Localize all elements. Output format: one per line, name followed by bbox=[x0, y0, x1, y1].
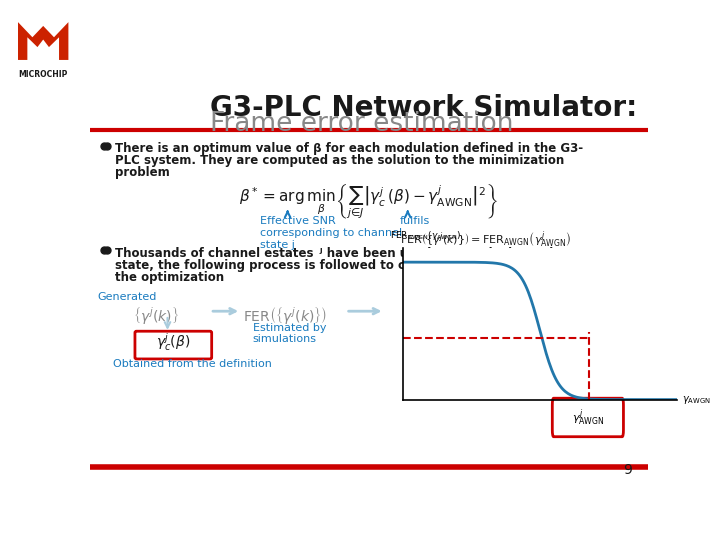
Polygon shape bbox=[18, 22, 68, 60]
Text: G3-PLC Network Simulator:: G3-PLC Network Simulator: bbox=[210, 94, 637, 122]
Text: fulfils: fulfils bbox=[400, 217, 431, 226]
Text: Frame error estimation: Frame error estimation bbox=[210, 111, 513, 137]
Text: Estimated by
simulations: Estimated by simulations bbox=[253, 323, 326, 345]
Text: $\mathrm{FER}_{\mathrm{AWGN}}(\gamma_{\mathrm{AWGN}})$: $\mathrm{FER}_{\mathrm{AWGN}}(\gamma_{\m… bbox=[390, 228, 461, 241]
FancyBboxPatch shape bbox=[552, 398, 624, 437]
Text: $\gamma_{\mathrm{AWGN}}$: $\gamma_{\mathrm{AWGN}}$ bbox=[683, 394, 711, 406]
Text: MICROCHIP: MICROCHIP bbox=[19, 70, 68, 79]
Text: $\mathrm{FER}\left(\left\{\gamma^j(k)\right\}\right)$: $\mathrm{FER}\left(\left\{\gamma^j(k)\ri… bbox=[243, 305, 328, 326]
Text: problem: problem bbox=[114, 166, 169, 179]
Text: Obtained from the definition: Obtained from the definition bbox=[113, 359, 272, 369]
Text: the optimization: the optimization bbox=[114, 271, 224, 284]
Text: Thousands of channel estates  ᴶ have been used. For each channel: Thousands of channel estates ᴶ have been… bbox=[114, 247, 553, 260]
Text: $\gamma_c^j(\beta)$: $\gamma_c^j(\beta)$ bbox=[156, 331, 190, 353]
FancyBboxPatch shape bbox=[135, 331, 212, 359]
Text: Estimated by
simulations: Estimated by simulations bbox=[547, 288, 621, 310]
Text: Generated: Generated bbox=[98, 292, 157, 302]
Text: Effective SNR
corresponding to channel
state j: Effective SNR corresponding to channel s… bbox=[261, 217, 402, 249]
Text: state, the following process is followed to compute the values used in: state, the following process is followed… bbox=[114, 259, 580, 272]
Text: PLC system. They are computed as the solution to the minimization: PLC system. They are computed as the sol… bbox=[114, 154, 564, 167]
Text: $\mathrm{FER}\left(\{\gamma^j(k)\}\right) = \mathrm{FER}_{\mathrm{AWGN}}\left(\g: $\mathrm{FER}\left(\{\gamma^j(k)\}\right… bbox=[400, 229, 572, 249]
Text: $\left\{\gamma^j(k)\right\}$: $\left\{\gamma^j(k)\right\}$ bbox=[132, 305, 179, 326]
Text: 9: 9 bbox=[624, 463, 632, 477]
Text: There is an optimum value of β for each modulation defined in the G3-: There is an optimum value of β for each … bbox=[114, 142, 583, 155]
Text: $\beta^* = \arg\min_{\beta} \left\{ \sum_{j \in J} \left| \gamma_c^j(\beta) - \g: $\beta^* = \arg\min_{\beta} \left\{ \sum… bbox=[239, 182, 499, 221]
Text: $\gamma^j_{\mathrm{AWGN}}$: $\gamma^j_{\mathrm{AWGN}}$ bbox=[572, 407, 604, 428]
